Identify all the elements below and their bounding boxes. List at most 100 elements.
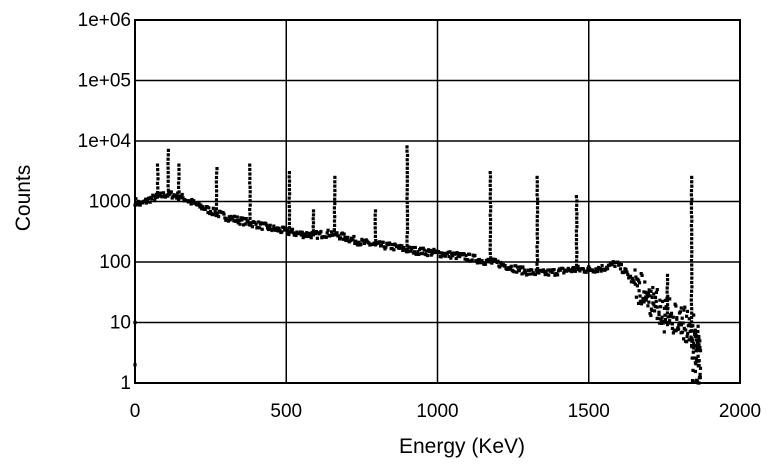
continuum-point	[324, 235, 328, 239]
continuum-point	[325, 231, 329, 235]
peak-point	[535, 232, 539, 236]
peak-point	[215, 171, 219, 175]
continuum-point	[631, 278, 635, 283]
continuum-point	[272, 224, 276, 228]
peak-point	[287, 196, 291, 200]
tail-point	[694, 349, 698, 353]
peak-point	[333, 175, 337, 179]
x-tick-label: 500	[270, 401, 302, 422]
continuum-point	[278, 229, 282, 233]
peak-point	[287, 179, 292, 183]
continuum-point	[475, 261, 480, 265]
peak-point	[248, 221, 252, 225]
continuum-point	[628, 274, 633, 278]
continuum-point	[206, 210, 210, 215]
peak-point	[248, 199, 252, 203]
peak-point	[248, 190, 252, 194]
peak-point	[690, 254, 694, 258]
peak-point	[248, 207, 252, 212]
continuum-point	[656, 316, 660, 320]
peak-point	[248, 181, 252, 185]
continuum-point	[660, 315, 664, 319]
continuum-point	[487, 258, 491, 262]
continuum-point	[634, 275, 638, 279]
peak-point	[288, 192, 292, 196]
continuum-point	[428, 248, 432, 253]
continuum-point	[223, 216, 227, 220]
continuum-point	[397, 246, 401, 250]
peak-point	[166, 162, 170, 166]
continuum-point	[647, 300, 651, 304]
peak-point	[311, 209, 316, 213]
continuum-point	[157, 194, 161, 198]
continuum-point	[519, 266, 523, 270]
continuum-point	[458, 255, 462, 259]
continuum-point	[175, 196, 179, 200]
peak-point	[535, 214, 539, 219]
peak-point	[311, 221, 316, 225]
continuum-point	[578, 269, 582, 273]
continuum-point	[663, 313, 667, 317]
peak-point	[535, 271, 539, 275]
x-tick-label: 1000	[416, 401, 458, 422]
continuum-point	[527, 268, 531, 272]
peak-point	[405, 213, 410, 217]
continuum-point	[610, 263, 614, 267]
continuum-point	[292, 233, 296, 237]
continuum-point	[137, 201, 141, 205]
continuum-point	[577, 267, 581, 271]
continuum-point	[412, 250, 416, 254]
continuum-point	[650, 308, 654, 312]
continuum-point	[200, 207, 204, 211]
peak-point	[690, 219, 694, 223]
continuum-point	[613, 264, 617, 268]
continuum-point	[285, 232, 289, 236]
peak-point	[488, 188, 493, 192]
continuum-point	[265, 223, 269, 227]
peak-point	[689, 210, 693, 214]
continuum-point	[298, 232, 302, 236]
continuum-point	[260, 227, 264, 231]
continuum-point	[177, 197, 181, 202]
peak-point	[155, 163, 160, 167]
peak-point	[166, 170, 170, 175]
continuum-point	[588, 266, 592, 270]
tail-point	[694, 378, 698, 382]
continuum-point	[406, 250, 410, 254]
peak-point	[287, 183, 291, 187]
peak-point	[166, 153, 170, 157]
continuum-point	[144, 197, 148, 201]
continuum-point	[208, 211, 212, 216]
continuum-point	[653, 309, 657, 313]
y-tick-label: 1e+04	[78, 131, 132, 152]
continuum-point	[273, 227, 277, 231]
peak-point	[536, 266, 540, 271]
continuum-point	[390, 246, 394, 251]
peak-point	[311, 233, 315, 237]
y-tick-label: 1e+06	[78, 10, 131, 31]
continuum-point	[340, 231, 344, 235]
continuum-point	[639, 302, 644, 306]
peak-point	[166, 157, 170, 161]
peak-point	[574, 229, 578, 233]
continuum-point	[314, 232, 318, 236]
continuum-point	[222, 212, 226, 216]
continuum-point	[686, 331, 690, 336]
x-axis-label: Energy (KeV)	[399, 435, 525, 458]
continuum-point	[618, 267, 623, 271]
continuum-point	[664, 305, 668, 309]
continuum-point	[485, 260, 489, 264]
peak-point	[405, 218, 409, 222]
continuum-point	[413, 245, 417, 250]
peak-point	[177, 172, 181, 176]
continuum-point	[697, 334, 701, 339]
peak-point	[333, 184, 337, 188]
y-tick-label: 10	[110, 313, 131, 334]
continuum-point	[315, 236, 319, 240]
peak-point	[214, 175, 219, 180]
peak-point	[156, 168, 160, 172]
continuum-point	[516, 265, 520, 269]
continuum-point	[427, 248, 431, 252]
continuum-point	[585, 269, 589, 273]
peak-point	[332, 228, 336, 232]
